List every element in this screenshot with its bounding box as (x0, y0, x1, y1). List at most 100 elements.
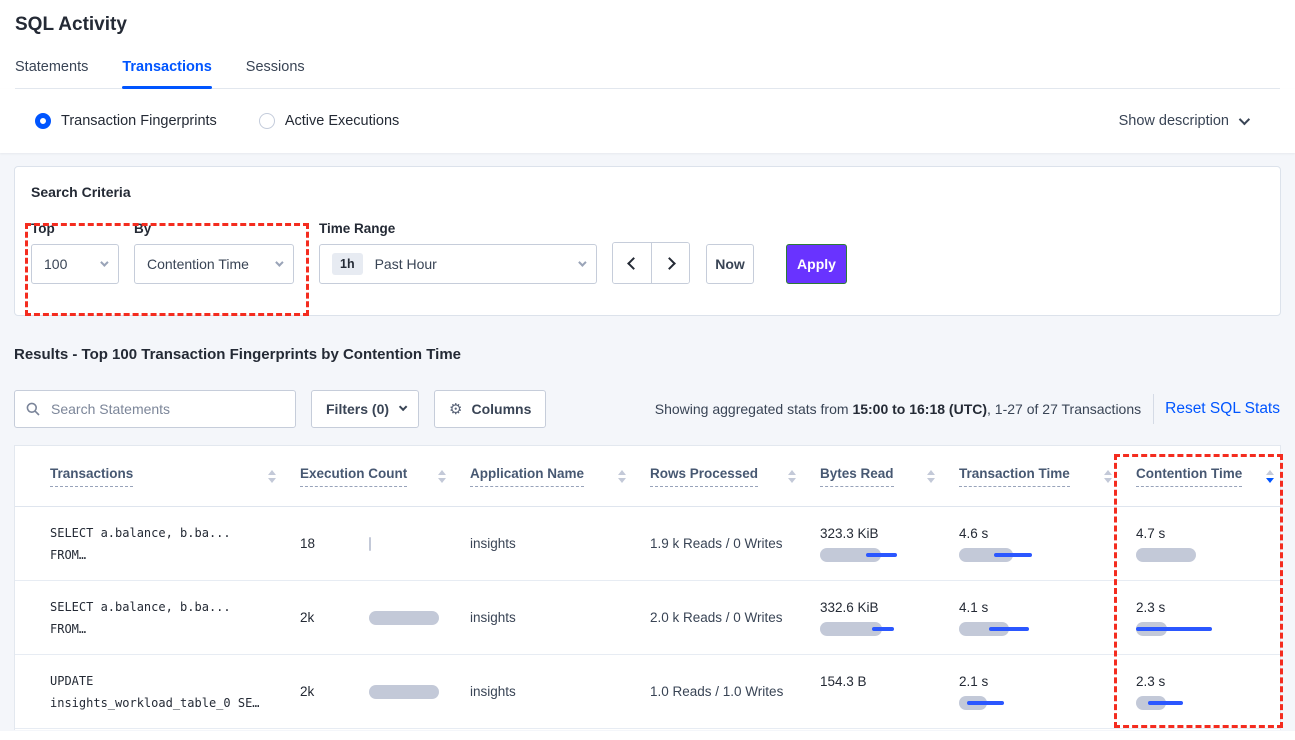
bytes-read-bar (820, 621, 882, 636)
apply-button[interactable]: Apply (786, 244, 847, 284)
tab-transactions[interactable]: Transactions (122, 59, 213, 89)
top-label: Top (31, 221, 55, 236)
table-header-row: Transactions Execution Count Application… (15, 446, 1280, 507)
stats-suffix: , 1-27 of 27 Transactions (987, 401, 1142, 417)
by-field: By Contention Time (134, 221, 294, 284)
execution-count-bar (368, 610, 439, 625)
column-header-contention-time[interactable]: Contention Time (1136, 466, 1280, 487)
stats-time-range: 15:00 to 16:18 (UTC) (852, 401, 988, 417)
transaction-time-cell: 2.1 s (959, 674, 1136, 710)
chevron-down-icon (1238, 113, 1251, 126)
search-criteria-title: Search Criteria (31, 184, 131, 200)
results-toolbar: Filters (0) ⚙ Columns Showing aggregated… (14, 390, 1281, 428)
radio-selected-icon[interactable] (35, 113, 51, 129)
tab-sessions[interactable]: Sessions (245, 59, 305, 75)
prev-time-button[interactable] (613, 243, 651, 283)
transaction-fingerprint-link[interactable]: UPDATE insights_workload_table_0 SE… (50, 673, 260, 710)
transactions-table: Transactions Execution Count Application… (14, 445, 1281, 730)
transaction-fingerprint-link[interactable]: SELECT a.balance, b.ba... FROM… (50, 599, 231, 636)
sort-icon[interactable] (1104, 469, 1112, 483)
sort-icon[interactable] (268, 469, 276, 483)
contention-time-cell: 2.3 s (1136, 674, 1280, 710)
next-time-button[interactable] (651, 243, 689, 283)
filters-label: Filters (0) (326, 401, 390, 417)
mode-bar: Transaction Fingerprints Active Executio… (0, 89, 1295, 153)
column-header-bytes-read[interactable]: Bytes Read (820, 466, 959, 487)
time-range-field: Time Range 1h Past Hour (319, 221, 597, 284)
column-header-transaction-time[interactable]: Transaction Time (959, 466, 1136, 487)
search-icon (26, 402, 40, 416)
time-range-select[interactable]: 1h Past Hour (319, 244, 597, 284)
radio-active-executions[interactable]: Active Executions (258, 113, 400, 129)
contention-time-cell: 4.7 s (1136, 526, 1280, 562)
by-select[interactable]: Contention Time (134, 244, 294, 284)
transaction-time-stdev-line (967, 700, 1004, 705)
transaction-time-stdev-line (989, 626, 1029, 631)
radio-transaction-fingerprints[interactable]: Transaction Fingerprints (35, 113, 217, 129)
sort-icon[interactable] (618, 469, 626, 483)
show-description-toggle[interactable]: Show description (1119, 113, 1265, 129)
column-header-application-name[interactable]: Application Name (470, 466, 650, 487)
transaction-time-stdev-line (994, 552, 1032, 557)
table-row: SELECT a.balance, b.ba... FROM… 18 insig… (15, 507, 1280, 581)
top-value: 100 (44, 256, 68, 272)
stats-summary: Showing aggregated stats from 15:00 to 1… (655, 401, 1141, 417)
column-header-rows-processed[interactable]: Rows Processed (650, 466, 820, 487)
stats-prefix: Showing aggregated stats from (654, 401, 853, 417)
execution-count-cell: 18 (300, 536, 470, 551)
application-name-cell: insights (470, 536, 516, 551)
column-label: Application Name (470, 466, 585, 487)
application-name-cell: insights (470, 684, 516, 699)
bytes-read-stdev-line (872, 626, 894, 631)
chevron-down-icon (100, 258, 109, 267)
contention-time-bar (1136, 547, 1196, 562)
bytes-read-cell: 332.6 KiB (820, 600, 959, 636)
radio-label: Active Executions (284, 113, 400, 129)
tab-statements[interactable]: Statements (15, 59, 89, 75)
radio-label: Transaction Fingerprints (61, 113, 217, 129)
top-select[interactable]: 100 (31, 244, 119, 284)
time-range-label: Time Range (319, 221, 396, 236)
chevron-down-icon (578, 258, 587, 267)
bytes-read-bar (820, 547, 881, 562)
transaction-time-cell: 4.6 s (959, 526, 1136, 562)
transaction-time-cell: 4.1 s (959, 600, 1136, 636)
columns-button[interactable]: ⚙ Columns (434, 390, 547, 428)
transaction-fingerprint-link[interactable]: SELECT a.balance, b.ba... FROM… (50, 525, 231, 562)
columns-label: Columns (471, 401, 532, 417)
contention-time-stdev-line (1148, 700, 1183, 705)
execution-count-cell: 2k (300, 684, 470, 699)
transaction-time-bar (959, 547, 1013, 562)
table-row: SELECT a.balance, b.ba... FROM… 2k insig… (15, 581, 1280, 655)
rows-processed-cell: 1.0 Reads / 1.0 Writes (650, 684, 784, 699)
sort-icon-active-desc[interactable] (1266, 469, 1274, 483)
filters-button[interactable]: Filters (0) (311, 390, 420, 428)
column-header-transactions[interactable]: Transactions (50, 466, 300, 487)
sort-icon[interactable] (788, 469, 796, 483)
content-area: Search Criteria Top 100 By Contention Ti… (0, 153, 1295, 731)
column-header-execution-count[interactable]: Execution Count (300, 466, 470, 487)
time-range-value: Past Hour (374, 256, 437, 272)
by-label: By (134, 221, 152, 236)
results-heading: Results - Top 100 Transaction Fingerprin… (14, 346, 462, 363)
now-button[interactable]: Now (706, 244, 754, 284)
search-statements-box[interactable] (14, 390, 296, 428)
chevron-right-icon (662, 256, 676, 270)
rows-processed-cell: 1.9 k Reads / 0 Writes (650, 536, 783, 551)
contention-time-stdev-line (1136, 626, 1212, 631)
reset-sql-stats-link[interactable]: Reset SQL Stats (1165, 400, 1280, 417)
page-header: SQL Activity Statements Transactions Ses… (0, 0, 1295, 89)
gear-icon: ⚙ (449, 400, 463, 418)
transaction-time-bar (959, 621, 1009, 636)
radio-unselected-icon[interactable] (258, 113, 275, 129)
column-label: Rows Processed (650, 466, 759, 487)
search-statements-input[interactable] (49, 400, 279, 418)
page-title: SQL Activity (15, 14, 127, 35)
application-name-cell: insights (470, 610, 516, 625)
chevron-left-icon (627, 256, 640, 270)
execution-count-cell: 2k (300, 610, 470, 625)
sort-icon[interactable] (438, 469, 446, 483)
sort-icon[interactable] (927, 469, 935, 483)
show-description-label: Show description (1118, 113, 1229, 129)
search-criteria-card: Search Criteria Top 100 By Contention Ti… (14, 166, 1281, 316)
